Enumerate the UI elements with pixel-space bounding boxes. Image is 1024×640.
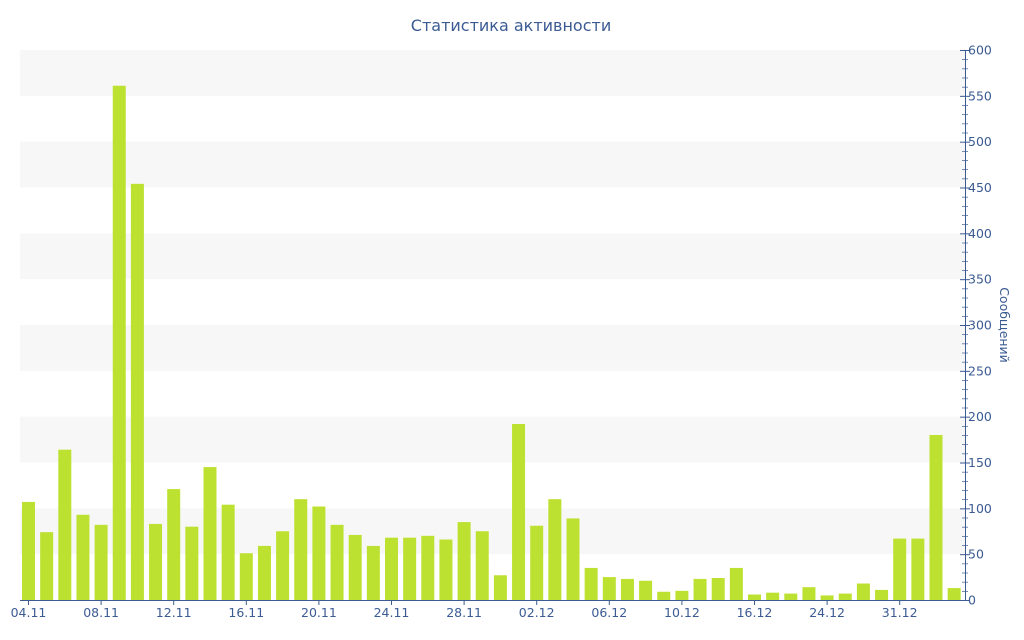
y-tick-label: 100	[968, 501, 992, 516]
y-tick-label: 150	[968, 455, 992, 470]
y-tick-label: 500	[968, 134, 992, 149]
x-tick-label: 16.12	[737, 605, 773, 620]
y-tick-label: 600	[968, 43, 992, 58]
bar	[112, 85, 126, 600]
bar	[711, 578, 725, 600]
grid-band	[20, 233, 965, 280]
bar	[548, 499, 562, 600]
grid-bands	[20, 50, 965, 555]
bar	[167, 489, 181, 600]
bar	[403, 537, 417, 600]
y-tick-label: 350	[968, 272, 992, 287]
bar	[94, 524, 108, 600]
bar	[838, 593, 852, 600]
bar	[348, 534, 362, 600]
y-tick-label: 450	[968, 180, 992, 195]
bar	[639, 580, 653, 600]
x-tick-label: 24.12	[809, 605, 845, 620]
bar	[366, 545, 380, 600]
y-tick-label: 250	[968, 363, 992, 378]
bar	[729, 567, 743, 600]
y-axis-title: Сообщений	[997, 287, 1012, 363]
bar	[584, 567, 598, 600]
bar	[911, 538, 925, 600]
bar	[76, 514, 90, 600]
x-tick-label: 16.11	[228, 605, 264, 620]
bar	[802, 587, 816, 600]
bar	[276, 531, 290, 600]
bar	[947, 588, 961, 600]
bar	[893, 538, 907, 600]
bar	[693, 578, 707, 600]
chart-title: Статистика активности	[411, 16, 611, 35]
bar	[312, 506, 326, 600]
y-tick-label: 550	[968, 88, 992, 103]
bar	[457, 522, 471, 600]
bar	[421, 535, 435, 600]
bar	[221, 504, 235, 600]
bar	[130, 183, 144, 600]
grid-band	[20, 325, 965, 371]
bar	[566, 518, 580, 600]
bar	[602, 577, 616, 600]
bar	[385, 537, 398, 600]
bar	[856, 583, 870, 600]
bar	[875, 589, 889, 600]
bar	[330, 524, 344, 600]
bar	[929, 435, 943, 600]
bar	[675, 590, 689, 600]
x-tick-label: 06.12	[591, 605, 627, 620]
y-tick-label: 400	[968, 226, 992, 241]
bar	[439, 539, 453, 600]
x-tick-label: 08.11	[83, 605, 119, 620]
bar	[748, 594, 761, 600]
bar	[40, 532, 54, 600]
x-tick-label: 20.11	[301, 605, 337, 620]
grid-band	[20, 141, 965, 188]
bar	[530, 525, 544, 600]
bar	[58, 449, 72, 600]
bar	[820, 595, 834, 600]
bar	[620, 578, 634, 600]
y-tick-label: 300	[968, 318, 992, 333]
x-tick-label: 02.12	[519, 605, 555, 620]
bar	[294, 499, 308, 600]
bar	[493, 575, 507, 600]
bar	[22, 501, 35, 600]
y-tick-label: 50	[968, 547, 984, 562]
bar	[784, 593, 798, 600]
grid-band	[20, 50, 965, 96]
x-tick-label: 24.11	[374, 605, 410, 620]
bar	[475, 531, 489, 600]
bar	[257, 545, 271, 600]
bar	[512, 424, 526, 600]
bar	[239, 553, 253, 600]
y-tick-label: 0	[968, 593, 976, 608]
y-axis-ticks: 0 50 100 150 200 250 300 350 400 450 500 550 600	[960, 43, 992, 608]
x-tick-label: 31.12	[882, 605, 918, 620]
x-tick-label: 28.11	[446, 605, 482, 620]
bar	[766, 592, 780, 600]
x-tick-label: 04.11	[11, 605, 47, 620]
bar	[149, 523, 163, 600]
bar	[203, 467, 217, 600]
bar-series	[22, 85, 961, 600]
x-tick-label: 10.12	[664, 605, 700, 620]
y-tick-label: 200	[968, 409, 992, 424]
grid-band	[20, 416, 965, 463]
bar	[657, 591, 671, 600]
x-tick-label: 12.11	[156, 605, 192, 620]
x-axis-ticks: 04.11 08.11 12.11 16.11 20.11 24.11 28.11 02.12…	[11, 600, 918, 620]
bar	[185, 526, 199, 600]
